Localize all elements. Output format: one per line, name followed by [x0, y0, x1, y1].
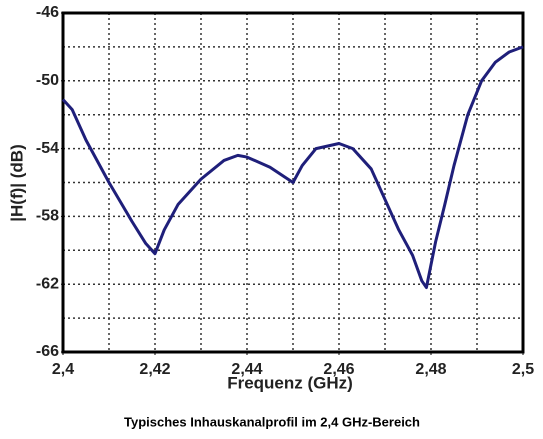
y-axis-label: |H(f)| (dB) [7, 144, 26, 221]
x-tick-label: 2,44 [231, 361, 262, 378]
x-tick-label: 2,46 [323, 361, 354, 378]
x-axis-label: Frequenz (GHz) [227, 373, 353, 392]
y-tick-label: -66 [36, 343, 59, 360]
y-tick-label: -58 [36, 208, 59, 225]
plot-frame [61, 11, 525, 354]
y-tick-label: -46 [36, 4, 59, 21]
x-tick-label: 2,5 [512, 361, 534, 378]
x-tick-label: 2,42 [139, 361, 170, 378]
x-tick-label: 2,48 [415, 361, 446, 378]
x-tick-label: 2,4 [52, 361, 74, 378]
y-tick-label: -62 [36, 275, 59, 292]
y-tick-label: -54 [36, 140, 59, 157]
line [61, 45, 524, 290]
caption: Typisches Inhauskanalprofil im 2,4 GHz-B… [124, 414, 420, 429]
y-tick-label: -50 [36, 72, 59, 89]
